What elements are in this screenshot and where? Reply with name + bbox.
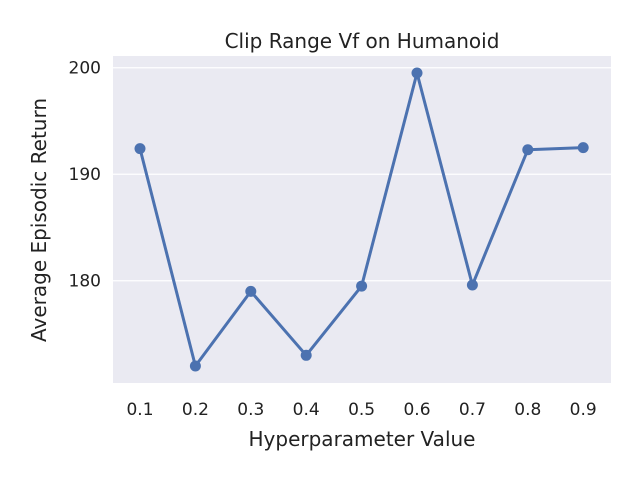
x-tick-label: 0.2 [182,400,209,420]
data-point [411,67,423,79]
data-point [522,144,534,156]
x-tick-label: 0.9 [570,400,597,420]
x-tick-label: 0.3 [237,400,264,420]
data-point [466,279,478,291]
chart-title: Clip Range Vf on Humanoid [225,29,500,53]
x-tick-label: 0.1 [126,400,153,420]
y-tick-label: 200 [69,59,101,79]
x-tick-label: 0.4 [293,400,320,420]
data-point [577,142,589,154]
x-axis-label: Hyperparameter Value [249,427,476,451]
y-tick-label: 190 [69,165,101,185]
x-tick-labels: 0.1 0.2 0.3 0.4 0.5 0.6 0.7 0.8 0.9 [126,400,596,420]
y-axis-label: Average Episodic Return [27,98,51,342]
plot-area [113,56,611,383]
data-points [134,67,589,372]
x-tick-label: 0.6 [403,400,430,420]
data-point [189,360,201,372]
y-tick-labels: 180 190 200 [69,59,101,292]
x-tick-label: 0.7 [459,400,486,420]
data-point [245,285,257,297]
x-tick-label: 0.8 [514,400,541,420]
y-tick-label: 180 [69,272,101,292]
data-point [356,280,368,292]
data-point [134,143,146,155]
data-point [300,349,312,361]
x-tick-label: 0.5 [348,400,375,420]
